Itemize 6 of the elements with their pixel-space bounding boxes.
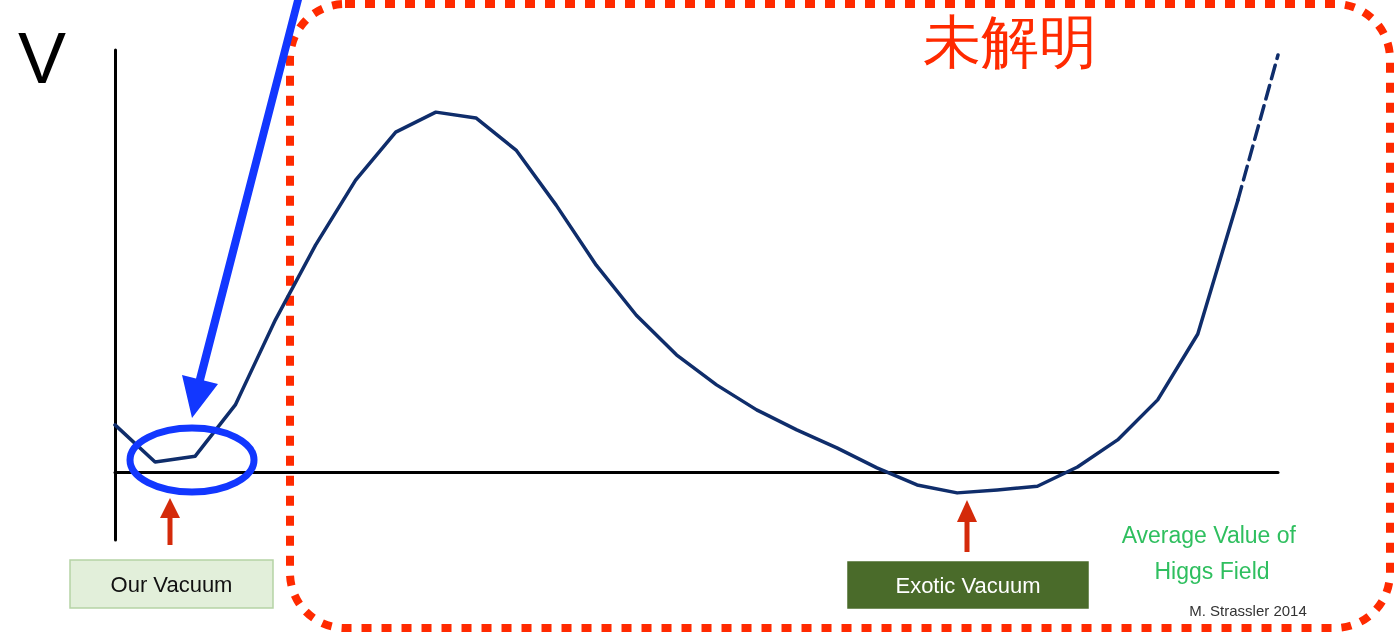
chart-title: 未解明 [923,8,1097,76]
text: M. Strassler 2014 [1189,601,1307,619]
text: Exotic Vacuum [895,572,1041,598]
y-axis-title: V [18,18,67,98]
text: Our Vacuum [110,571,233,597]
x-axis-title: Average Value of Higgs Field [1121,522,1303,584]
